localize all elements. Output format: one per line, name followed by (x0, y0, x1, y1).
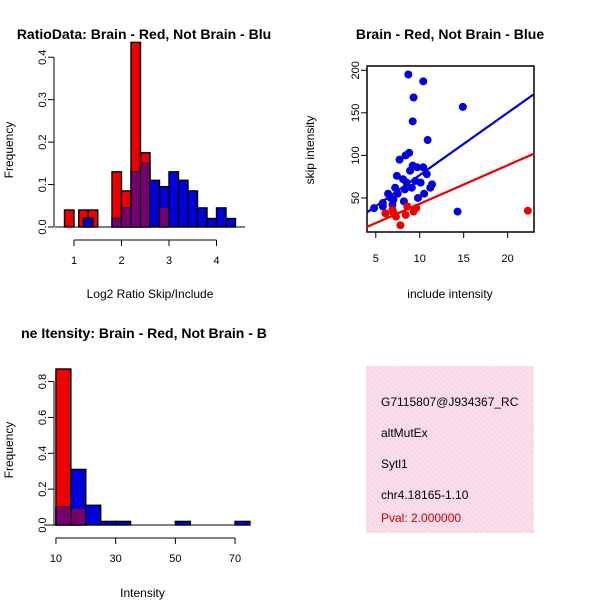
ratio-hist-notbrain-bar (215, 207, 227, 228)
genomic-location: chr4.18165-1.10 (381, 488, 469, 502)
scatter-notbrain-point (392, 171, 401, 180)
scatter-notbrain-fit-line (366, 93, 535, 214)
ratio-hist-y-tick-label: 0.0 (37, 219, 49, 234)
scatter-notbrain-point (409, 93, 418, 102)
ratio-hist-x-tick-label: 3 (166, 255, 172, 267)
scatter-x-label: include intensity (407, 287, 492, 301)
scatter-notbrain-point (407, 183, 416, 192)
scatter-y-tick-label: 200 (350, 61, 362, 79)
scatter-brain-point (523, 206, 532, 215)
scatter-notbrain-point (416, 178, 425, 187)
ratio-hist-overlap-bar (131, 171, 140, 227)
intensity-hist-y-tick-label: 0.8 (37, 374, 49, 389)
probe-id: G7115807@J934367_RC (381, 395, 519, 409)
scatter-y-tick-label: 150 (350, 104, 362, 122)
ratio-hist-y-label: Frequency (2, 122, 16, 179)
ratio-hist-x-tick-label: 2 (118, 255, 124, 267)
ratio-hist-x-label: Log2 Ratio Skip/Include (87, 287, 214, 301)
intensity-hist-y-tick-label: 0.2 (37, 481, 49, 496)
intensity-hist-notbrain-bar (174, 520, 191, 526)
scatter-brain-point (409, 207, 418, 216)
intensity-hist-notbrain-bar (114, 520, 132, 526)
scatter-brain-fit-line (366, 152, 535, 228)
intensity-hist-x-label: Intensity (120, 586, 165, 600)
ratio-hist-overlap-bar (112, 218, 121, 227)
scatter-notbrain-point (420, 189, 429, 198)
ratio-hist-y-tick-label: 0.1 (37, 177, 49, 192)
scatter-notbrain-point (419, 163, 428, 172)
ratio-hist-notbrain-bar (225, 217, 237, 228)
intensity-hist-y-label: Frequency (2, 422, 16, 479)
ratio-hist-y-tick-label: 0.2 (37, 134, 49, 149)
scatter-brain-point (396, 221, 405, 230)
ratio-hist-notbrain-bar (82, 217, 94, 228)
ratio-hist-overlap-bar (122, 207, 131, 227)
intensity-hist-overlap-bar (71, 508, 86, 525)
scatter-x-tick-label: 5 (373, 253, 379, 265)
scatter-notbrain-point (458, 102, 467, 111)
intensity-hist-y-tick-label: 0.6 (37, 410, 49, 425)
ratio-hist-notbrain-bar (168, 171, 180, 228)
ratio-hist-overlap-bar (160, 207, 169, 227)
intensity-hist-x-tick-label: 50 (169, 553, 181, 565)
ratio-hist-notbrain-bar (187, 190, 199, 228)
ratio-hist-notbrain-bar (196, 207, 208, 228)
intensity-hist-overlap-bar (56, 507, 71, 525)
scatter-y-tick-label: 50 (350, 192, 362, 204)
scatter-notbrain-point (413, 193, 422, 202)
scatter-notbrain-point (406, 166, 415, 175)
scatter-notbrain-point (395, 155, 404, 164)
scatter-notbrain-point (404, 70, 413, 79)
scatter-brain-point (381, 209, 390, 218)
scatter-x-tick-label: 20 (502, 253, 514, 265)
scatter-y-tick-label: 100 (350, 146, 362, 164)
scatter-x-tick-label: 10 (414, 253, 426, 265)
gene-name: Sytl1 (381, 457, 408, 471)
scatter-notbrain-point (453, 207, 462, 216)
scatter-notbrain-point (408, 117, 417, 126)
scatter-notbrain-point (413, 163, 422, 172)
intensity-hist-x-tick-label: 10 (50, 553, 62, 565)
info-panel: G7115807@J934367_RC altMutEx Sytl1 chr4.… (366, 366, 534, 533)
ratio-hist-notbrain-bar (149, 179, 161, 228)
scatter-y-label: skip intensity (303, 116, 317, 185)
ratio-hist-notbrain-bar (177, 179, 189, 228)
intensity-hist-brain-bar (55, 368, 72, 526)
scatter-x-tick-label: 15 (458, 253, 470, 265)
scatter-notbrain-point (405, 148, 414, 157)
ratio-hist-y-tick-label: 0.4 (37, 50, 49, 65)
ratio-hist-title: RatioData: Brain - Red, Not Brain - Blu (17, 26, 271, 42)
ratio-hist-y-tick-label: 0.3 (37, 92, 49, 107)
ratio-hist-x-tick-label: 1 (71, 255, 77, 267)
intensity-hist-y-tick-label: 0.4 (37, 446, 49, 461)
scatter-frame (366, 65, 535, 233)
scatter-notbrain-point (378, 202, 387, 211)
scatter-notbrain-point (428, 180, 437, 189)
scatter-notbrain-point (423, 136, 432, 145)
ratio-hist-brain-bar (63, 209, 75, 228)
intensity-hist-notbrain-bar (100, 520, 117, 526)
intensity-hist-title: ne Itensity: Brain - Red, Not Brain - B (21, 325, 267, 341)
scatter-brain-point (388, 205, 397, 214)
intensity-hist-notbrain-bar (85, 504, 102, 526)
ratio-hist-overlap-bar (141, 163, 150, 227)
intensity-hist-x-tick-label: 30 (110, 553, 122, 565)
ratio-hist-notbrain-bar (206, 217, 218, 228)
ratio-hist-x-tick-label: 4 (213, 255, 219, 267)
event-type: altMutEx (381, 426, 428, 440)
scatter-notbrain-point (419, 77, 428, 86)
scatter-brain-point (401, 210, 410, 219)
intensity-hist-x-tick-label: 70 (229, 553, 241, 565)
pval-text: Pval: 2.000000 (381, 511, 462, 525)
intensity-hist-y-tick-label: 0.0 (37, 517, 49, 532)
intensity-hist-notbrain-bar (234, 520, 251, 526)
scatter-title: Brain - Red, Not Brain - Blue (356, 26, 544, 42)
